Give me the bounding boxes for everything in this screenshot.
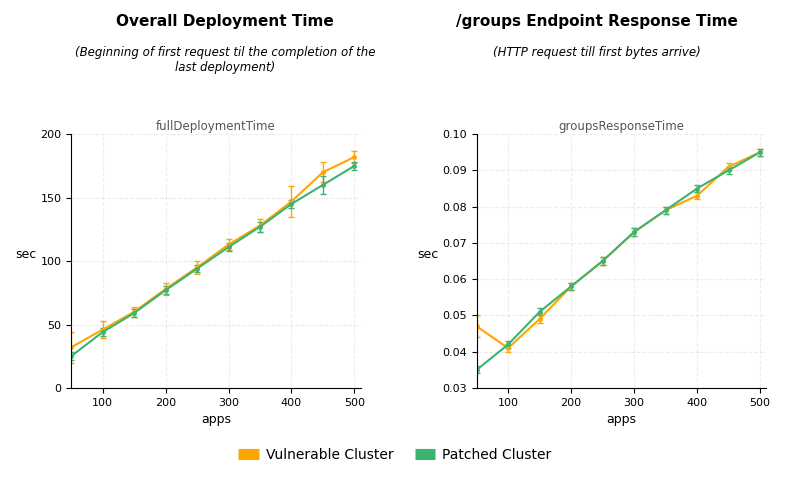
Title: fullDeploymentTime: fullDeploymentTime xyxy=(156,120,276,133)
Legend: Vulnerable Cluster, Patched Cluster: Vulnerable Cluster, Patched Cluster xyxy=(233,442,557,468)
Text: (HTTP request till first bytes arrive): (HTTP request till first bytes arrive) xyxy=(493,46,700,58)
Text: (Beginning of first request til the completion of the
last deployment): (Beginning of first request til the comp… xyxy=(75,46,375,73)
Y-axis label: sec: sec xyxy=(418,248,439,261)
X-axis label: apps: apps xyxy=(201,413,231,426)
Text: /groups Endpoint Response Time: /groups Endpoint Response Time xyxy=(456,14,737,29)
Y-axis label: sec: sec xyxy=(16,248,37,261)
X-axis label: apps: apps xyxy=(607,413,637,426)
Title: groupsResponseTime: groupsResponseTime xyxy=(559,120,684,133)
Text: Overall Deployment Time: Overall Deployment Time xyxy=(116,14,334,29)
